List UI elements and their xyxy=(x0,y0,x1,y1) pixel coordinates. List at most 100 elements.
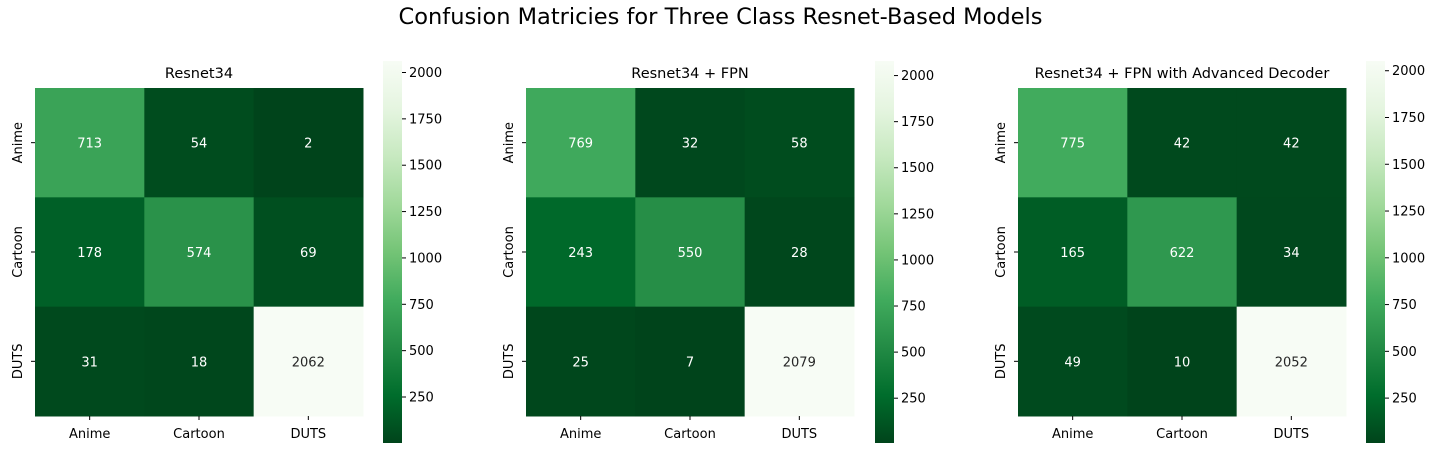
colorbar-tick-label-2-1: 500 xyxy=(1392,345,1417,360)
heatmap-cell-2-0-2 xyxy=(1236,88,1347,198)
heatmap-cell-1-0-0 xyxy=(526,88,636,198)
colorbar-tick-label-1-5: 1500 xyxy=(901,161,934,176)
x-tick-label-2-2: DUTS xyxy=(1273,427,1309,442)
heatmap-cell-1-2-1 xyxy=(635,306,746,417)
colorbar-tick-label-1-2: 750 xyxy=(901,300,926,315)
cell-value-label-2-2-0: 49 xyxy=(1064,355,1081,370)
heatmap-cell-0-1-1 xyxy=(144,197,255,308)
chart-title-0: Resnet34 xyxy=(165,66,233,82)
heatmap-cell-0-1-2 xyxy=(253,197,364,308)
cell-value-label-1-0-0: 769 xyxy=(568,137,593,152)
colorbar-tick-label-2-3: 1000 xyxy=(1392,251,1425,266)
y-tick-label-1-0: Anime xyxy=(502,122,517,163)
cell-value-label-1-1-2: 28 xyxy=(791,246,808,261)
heatmap-cell-1-1-2 xyxy=(744,197,855,308)
cell-value-label-2-1-1: 622 xyxy=(1170,246,1195,261)
x-tick-label-0-0: Anime xyxy=(69,427,110,442)
colorbar-tick-label-1-4: 1250 xyxy=(901,207,934,222)
heatmap-cell-2-2-2 xyxy=(1236,306,1347,417)
colorbar-tick-label-0-1: 500 xyxy=(409,344,434,359)
heatmap-cell-0-2-1 xyxy=(144,306,255,417)
y-tick-label-0-0: Anime xyxy=(11,122,26,163)
heatmap-cell-2-2-1 xyxy=(1127,306,1238,417)
colorbar-tick-label-1-6: 1750 xyxy=(901,115,934,130)
cell-value-label-2-1-2: 34 xyxy=(1283,246,1300,261)
heatmap-cell-0-2-2 xyxy=(253,306,364,417)
cell-value-label-0-2-0: 31 xyxy=(81,355,98,370)
colorbar-tick-label-0-5: 1500 xyxy=(409,159,442,174)
colorbar-tick-label-0-7: 2000 xyxy=(409,66,442,81)
x-tick-label-0-1: Cartoon xyxy=(173,427,225,442)
x-tick-label-1-0: Anime xyxy=(560,427,601,442)
colorbar-1 xyxy=(875,61,894,443)
cell-value-label-1-0-2: 58 xyxy=(791,137,808,152)
colorbar-tick-label-2-0: 250 xyxy=(1392,392,1417,407)
colorbar-tick-label-2-6: 1750 xyxy=(1392,111,1425,126)
cell-value-label-1-2-0: 25 xyxy=(572,355,589,370)
colorbar-tick-label-2-4: 1250 xyxy=(1392,205,1425,220)
cell-value-label-2-0-0: 775 xyxy=(1060,137,1085,152)
heatmap-cell-2-1-2 xyxy=(1236,197,1347,308)
heatmap-cell-2-2-0 xyxy=(1018,306,1128,417)
heatmap-cell-1-1-0 xyxy=(526,197,636,308)
colorbar-tick-label-2-5: 1500 xyxy=(1392,158,1425,173)
heatmap-cell-1-2-0 xyxy=(526,306,636,417)
cell-value-label-0-2-1: 18 xyxy=(191,355,208,370)
cell-value-label-1-0-1: 32 xyxy=(682,137,699,152)
x-tick-label-0-2: DUTS xyxy=(290,427,326,442)
cell-value-label-2-0-1: 42 xyxy=(1174,137,1191,152)
colorbar-0 xyxy=(383,61,402,443)
colorbar-tick-label-1-7: 2000 xyxy=(901,69,934,84)
cell-value-label-0-0-2: 2 xyxy=(304,137,312,152)
cell-value-label-0-1-0: 178 xyxy=(77,246,102,261)
y-tick-label-2-1: Cartoon xyxy=(994,226,1009,278)
heatmap-cell-1-1-1 xyxy=(635,197,746,308)
y-tick-label-2-2: DUTS xyxy=(994,343,1009,379)
figure-title: Confusion Matricies for Three Class Resn… xyxy=(398,4,1043,30)
y-tick-label-1-2: DUTS xyxy=(502,343,517,379)
heatmap-cell-1-2-2 xyxy=(744,306,855,417)
colorbar-tick-label-0-6: 1750 xyxy=(409,112,442,127)
heatmap-cell-1-0-1 xyxy=(635,88,746,198)
x-tick-label-2-0: Anime xyxy=(1052,427,1093,442)
cell-value-label-0-2-2: 2062 xyxy=(292,355,325,370)
y-tick-label-0-2: DUTS xyxy=(11,343,26,379)
colorbar-tick-label-2-7: 2000 xyxy=(1392,64,1425,79)
y-tick-label-2-0: Anime xyxy=(994,122,1009,163)
colorbar-tick-label-0-2: 750 xyxy=(409,298,434,313)
chart-title-2: Resnet34 + FPN with Advanced Decoder xyxy=(1035,66,1330,82)
heatmap-cell-0-0-2 xyxy=(253,88,364,198)
colorbar-tick-label-0-0: 250 xyxy=(409,391,434,406)
heatmap-cell-2-1-0 xyxy=(1018,197,1128,308)
heatmap-cell-2-0-0 xyxy=(1018,88,1128,198)
heatmap-cell-1-0-2 xyxy=(744,88,855,198)
heatmap-cell-0-2-0 xyxy=(35,306,145,417)
cell-value-label-2-2-1: 10 xyxy=(1174,355,1191,370)
cell-value-label-0-1-2: 69 xyxy=(300,246,317,261)
colorbar-2 xyxy=(1366,61,1385,443)
x-tick-label-2-1: Cartoon xyxy=(1156,427,1208,442)
cell-value-label-1-2-1: 7 xyxy=(686,355,694,370)
cell-value-label-2-1-0: 165 xyxy=(1060,246,1085,261)
cell-value-label-2-0-2: 42 xyxy=(1283,137,1300,152)
colorbar-tick-label-0-4: 1250 xyxy=(409,205,442,220)
colorbar-tick-label-2-2: 750 xyxy=(1392,298,1417,313)
cell-value-label-0-0-1: 54 xyxy=(191,137,208,152)
x-tick-label-1-1: Cartoon xyxy=(664,427,716,442)
cell-value-label-2-2-2: 2052 xyxy=(1275,355,1308,370)
colorbar-tick-label-0-3: 1000 xyxy=(409,251,442,266)
cell-value-label-1-2-2: 2079 xyxy=(783,355,816,370)
y-tick-label-1-1: Cartoon xyxy=(502,226,517,278)
x-tick-label-1-2: DUTS xyxy=(781,427,817,442)
heatmap-cell-0-1-0 xyxy=(35,197,145,308)
colorbar-tick-label-1-3: 1000 xyxy=(901,253,934,268)
cell-value-label-1-1-0: 243 xyxy=(568,246,593,261)
heatmap-cell-2-0-1 xyxy=(1127,88,1238,198)
y-tick-label-0-1: Cartoon xyxy=(11,226,26,278)
cell-value-label-0-1-1: 574 xyxy=(187,246,212,261)
chart-title-1: Resnet34 + FPN xyxy=(631,66,748,82)
cell-value-label-0-0-0: 713 xyxy=(77,137,102,152)
colorbar-tick-label-1-0: 250 xyxy=(901,392,926,407)
cell-value-label-1-1-1: 550 xyxy=(678,246,703,261)
